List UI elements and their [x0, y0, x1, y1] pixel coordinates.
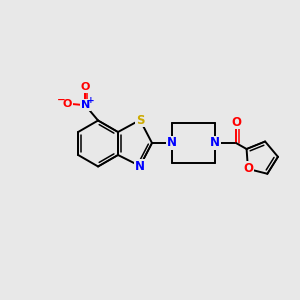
Text: O: O [80, 82, 90, 92]
Text: O: O [231, 116, 241, 128]
Text: N: N [81, 100, 90, 110]
Text: N: N [167, 136, 177, 149]
Text: +: + [87, 96, 94, 105]
Text: O: O [243, 162, 253, 176]
Text: N: N [210, 136, 220, 149]
Text: N: N [135, 160, 145, 172]
Text: O: O [63, 99, 72, 109]
Text: −: − [57, 94, 66, 105]
Text: S: S [136, 113, 144, 127]
